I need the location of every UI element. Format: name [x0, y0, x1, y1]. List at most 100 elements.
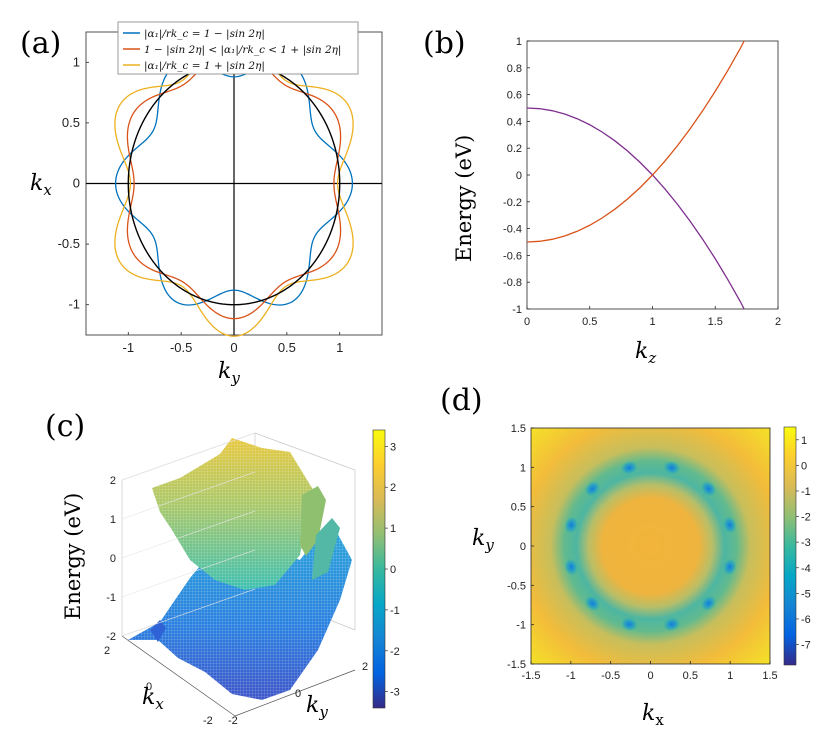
d-cbar-label: -3	[801, 537, 811, 549]
ylabel-main: k	[306, 693, 319, 718]
b-xtick-label: 0	[524, 316, 530, 328]
c-cbar-label: 0	[390, 564, 396, 576]
d-minimum-spot	[584, 480, 601, 497]
d-xtick-label: -0.5	[601, 670, 620, 682]
c-ztick-label: -2	[106, 631, 116, 643]
c-cbar-label: -1	[390, 605, 400, 617]
panel-label-d: (d)	[440, 383, 483, 418]
c-xtick-2: -2	[203, 715, 213, 727]
panel-d-heatmap	[531, 428, 770, 664]
panel-d-minima	[564, 460, 737, 632]
panel-a-legend: |α₁|/rk_c = 1 − |sin 2η| 1 − |sin 2η| < …	[117, 21, 359, 75]
xlabel-main: k	[635, 339, 648, 364]
xlabel-sub: z	[647, 349, 656, 367]
d-xtick-label: 0.5	[683, 670, 698, 682]
b-xtick-label: 2	[775, 316, 781, 328]
ylabel-sub: y	[318, 703, 328, 721]
panel-d-ylabel: ky	[472, 526, 494, 554]
c-cbar-label: -2	[390, 646, 400, 658]
b-xtick-label: 1.5	[708, 316, 723, 328]
b-series-line-0	[526, 107, 745, 310]
d-minimum-spot	[620, 460, 639, 475]
c-zgrid-line	[121, 471, 256, 520]
panel-d-ticks: -1.5 -1 -0.5 0 0.5 1 1.5 -1.5 -1 -0.5 0 0.5 1 1.5	[507, 423, 778, 682]
b-ytick-label: -1	[512, 304, 522, 316]
d-minimum-spot	[662, 460, 681, 475]
d-ytick-label: -1	[516, 620, 526, 632]
xlabel-sub: x	[655, 711, 664, 729]
b-ytick-label: 0	[516, 170, 522, 182]
xlabel-main: k	[218, 359, 231, 384]
d-ytick-label: -1.5	[507, 659, 526, 671]
panel-label-a: (a)	[20, 26, 61, 61]
panel-d: (d) -1.5 -1 -0.5 0 0.5 1 1.5 -1.5 -1 -0.5 0 0.5 1 1.5…	[440, 383, 811, 729]
d-ytick-label: 0	[520, 541, 526, 553]
d-minimum-spot	[722, 558, 737, 576]
d-minimum-spot	[584, 595, 601, 612]
d-ytick-label: 1.5	[511, 423, 526, 435]
panel-c-surface	[128, 438, 352, 700]
a-series-curve-1	[126, 47, 342, 320]
ylabel-main: k	[30, 171, 43, 196]
a-ytick-label: 1	[73, 54, 80, 69]
panel-label-b: (b)	[423, 26, 466, 61]
upper-band-mesh	[152, 438, 325, 590]
c-zgrid-line	[121, 549, 256, 598]
panel-a-ylabel: kx	[30, 171, 52, 199]
d-xtick-label: -1.5	[522, 670, 541, 682]
a-series-curve-0	[114, 61, 354, 306]
d-minimum-spot	[662, 617, 681, 632]
panel-a-ticks: -1 -0.5 0 0.5 1 -1 -0.5 0 0.5 1	[58, 54, 344, 355]
c-ytick-1: 0	[295, 688, 301, 700]
panel-b: (b) 0 0.5 1 1.5 2 -1 -0.8 -0.6 -0.4 -0.2 0 0.2 0.4 0.…	[423, 26, 781, 367]
xlabel-main: k	[642, 701, 655, 726]
panel-a: (a) -1 -0.5 0 0.5 1 -1 -0.5 0 0.5 1 |α₁|/rk_c = 1…	[20, 21, 383, 387]
b-ytick-label: -0.8	[503, 277, 522, 289]
a-series-curve-3	[127, 61, 341, 306]
ylabel-sub: x	[43, 181, 52, 199]
panel-a-curves	[114, 30, 354, 337]
legend-entry-2: |α₁|/rk_c = 1 + |sin 2η|	[144, 60, 265, 73]
lower-band-edge	[150, 620, 166, 642]
box-edge-front-right	[234, 669, 356, 717]
d-minimum-spot	[700, 595, 717, 612]
b-ytick-label: 0.8	[507, 63, 522, 75]
box-edge-top-right	[254, 432, 356, 471]
panel-b-curves	[526, 40, 745, 310]
xlabel-sub: x	[155, 695, 164, 713]
panel-b-xlabel: kz	[635, 339, 656, 367]
panel-c-zticks: -2 -1 0 1 2	[106, 432, 256, 643]
ylabel-main: k	[472, 526, 485, 551]
panel-c-zlabel: Energy (eV)	[61, 493, 85, 620]
d-xtick-label: 1.5	[762, 670, 777, 682]
a-ytick-label: -0.5	[58, 236, 80, 251]
legend-box	[117, 21, 359, 75]
a-ytick-label: -1	[68, 297, 80, 312]
a-xtick-label: 0.5	[278, 340, 296, 355]
panel-b-ylabel: Energy (eV)	[452, 135, 476, 262]
b-ytick-label: 0.6	[507, 90, 522, 102]
panel-a-xlabel: ky	[218, 359, 240, 387]
a-xtick-label: 0	[230, 340, 237, 355]
c-ytick-0: -2	[228, 715, 238, 727]
d-minimum-spot	[620, 617, 639, 632]
c-ytick-2: 2	[362, 661, 368, 673]
c-xtick-1: 0	[146, 681, 152, 693]
panel-b-ticks: 0 0.5 1 1.5 2 -1 -0.8 -0.6 -0.4 -0.2 0 0.2 0.4 0.6 0.8…	[503, 36, 781, 328]
d-cbar-label: 1	[801, 435, 807, 447]
c-ztick-label: -1	[106, 592, 116, 604]
panel-c-ylabel: ky	[306, 693, 328, 721]
xlabel-sub: y	[230, 369, 240, 387]
c-ztick-label: 0	[110, 553, 116, 565]
d-xtick-label: 0	[647, 670, 653, 682]
a-xtick-label: -1	[123, 340, 135, 355]
panel-a-crosshair	[86, 32, 382, 335]
d-xtick-label: 1	[727, 670, 733, 682]
c-zgrid-line	[121, 510, 256, 559]
box-edge-front-left	[121, 635, 236, 717]
d-minimum-spot	[564, 516, 579, 534]
legend-entry-1: 1 − |sin 2η| < |α₁|/rk_c < 1 + |sin 2η|	[144, 44, 341, 57]
d-ytick-label: 0.5	[511, 502, 526, 514]
d-cbar-label: -2	[801, 512, 811, 524]
d-ytick-label: -0.5	[507, 580, 526, 592]
